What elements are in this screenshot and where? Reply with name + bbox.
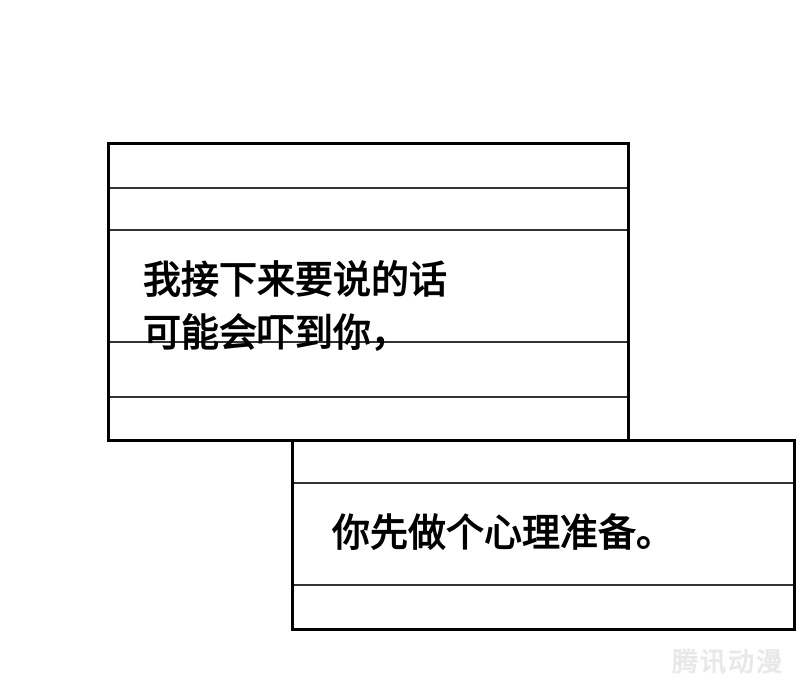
panel-1-line — [110, 396, 627, 398]
dialogue-line-3: 你先做个心理准备。 — [332, 513, 674, 555]
dialogue-line-1: 我接下来要说的话 — [143, 260, 447, 302]
watermark: 腾讯动漫 — [672, 642, 784, 679]
dialogue-text-1: 我接下来要说的话 可能会吓到你， — [143, 255, 447, 361]
dialogue-line-2: 可能会吓到你， — [143, 313, 409, 355]
panel-1-line — [110, 229, 627, 231]
dialogue-text-2: 你先做个心理准备。 — [332, 508, 674, 561]
panel-1-line — [110, 187, 627, 189]
panel-2-line — [294, 482, 793, 484]
panel-2-line — [294, 584, 793, 586]
